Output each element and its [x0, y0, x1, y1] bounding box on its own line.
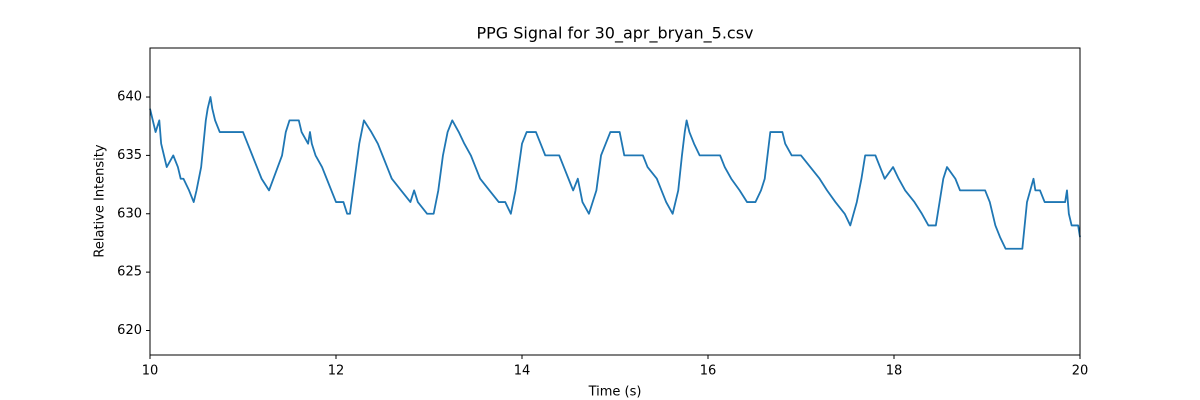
data-line	[149, 96, 1081, 250]
x-tick-label: 20	[1072, 364, 1089, 379]
y-tick-label: 625	[117, 265, 142, 280]
y-tick-label: 635	[117, 148, 142, 163]
chart-title: PPG Signal for 30_apr_bryan_5.csv	[476, 24, 753, 44]
y-tick-label: 620	[117, 323, 142, 338]
y-tick-label: 640	[117, 90, 142, 105]
x-axis-label: Time (s)	[588, 385, 642, 400]
y-axis-label: Relative Intensity	[93, 144, 108, 257]
x-tick-label: 12	[328, 364, 345, 379]
x-tick-label: 16	[700, 364, 717, 379]
plot-frame	[149, 47, 1081, 356]
y-tick-label: 630	[117, 206, 142, 221]
x-tick-label: 10	[142, 364, 159, 379]
x-tick-label: 18	[886, 364, 903, 379]
x-tick-label: 14	[514, 364, 531, 379]
